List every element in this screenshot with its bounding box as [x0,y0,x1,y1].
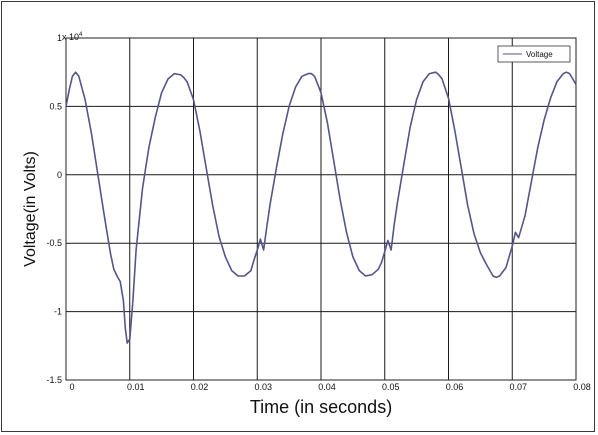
y-axis-title: Voltage(in Volts) [22,151,39,267]
x-tick-label: 0.01 [127,382,145,392]
legend-box [497,45,571,63]
y-axis-ticks: 1 0.5 0 -0.5 -1 -1.5 [46,33,62,385]
legend-label-voltage: Voltage [526,50,553,59]
x-tick-label: 0.08 [573,382,591,392]
x-tick-label: 0.07 [509,382,527,392]
y-tick-label: 1 [57,33,62,43]
x-axis-title: Time (in seconds) [250,397,392,417]
y-tick-label: -1.5 [46,375,62,385]
x-tick-label: 0.02 [191,382,209,392]
x-tick-label: 0.03 [254,382,272,392]
x-tick-label: 0.04 [318,382,336,392]
series-line-voltage [65,71,577,344]
x-tick-label: 0.05 [382,382,400,392]
x-axis-ticks: 0 0.01 0.02 0.03 0.04 0.05 0.06 0.07 0.08 [69,382,590,392]
legend: Voltage [497,45,571,63]
x-tick-label: 0 [69,382,74,392]
plot-border [65,37,577,381]
y-tick-label: 0 [57,170,62,180]
y-tick-label: 0.5 [49,101,62,111]
y-axis-exponent: x 104 [62,32,83,42]
y-tick-label: -1 [54,307,62,317]
y-tick-label: -0.5 [46,238,62,248]
x-tick-label: 0.06 [446,382,464,392]
series-layer [65,71,577,344]
